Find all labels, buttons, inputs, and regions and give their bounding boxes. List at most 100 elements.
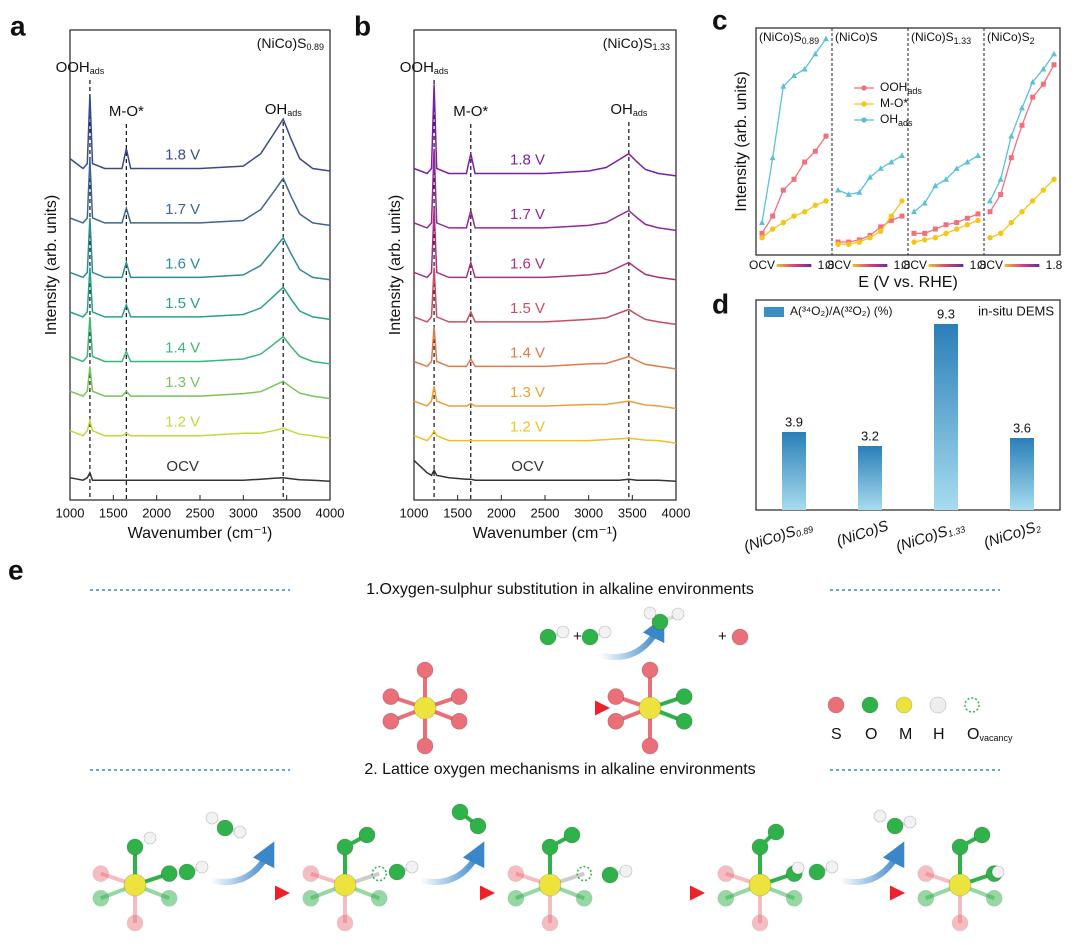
atom (641, 737, 659, 755)
x-tick-label: 2500 (186, 505, 215, 520)
atom (216, 819, 234, 837)
point (1008, 132, 1015, 139)
x-tick-label: OCV (825, 258, 851, 272)
legend-label-main: H (933, 726, 945, 743)
peak-label: OOHads (400, 59, 449, 76)
point (921, 199, 928, 206)
panel-letter: d (712, 288, 729, 319)
atom (951, 914, 969, 932)
point (911, 208, 917, 215)
panel-title-main: (NiCo)S (603, 35, 653, 51)
point (987, 235, 993, 241)
spectrum-line (413, 386, 677, 410)
atom (675, 688, 693, 705)
atom (619, 864, 633, 878)
peak-label-sub: ads (90, 66, 105, 76)
point (791, 176, 797, 182)
point (856, 189, 863, 195)
x-tick-label-main: (NiCo)S (742, 523, 798, 556)
atom (991, 865, 1005, 879)
point (899, 198, 905, 204)
atom (767, 823, 785, 841)
atom (160, 865, 178, 882)
value-label: 3.6 (1013, 420, 1031, 435)
point (1008, 219, 1015, 226)
x-tick-label: 1.8 (818, 258, 835, 272)
legend-label: M-O* (880, 96, 908, 110)
atom (539, 628, 557, 646)
atom (827, 696, 845, 714)
point (987, 209, 993, 215)
point (823, 35, 829, 42)
atom (903, 815, 917, 829)
atom (382, 712, 400, 730)
release-arrow (419, 841, 485, 885)
vacancy (371, 865, 387, 882)
point (1008, 155, 1014, 161)
panel-letter: e (8, 554, 24, 585)
atom (731, 628, 749, 646)
series-label: 1.6 V (165, 255, 200, 272)
spectrum-line (69, 267, 331, 321)
peak-label-main: OH (265, 101, 288, 118)
point (987, 197, 993, 204)
point (877, 228, 884, 234)
panel-title-sub: 0.89 (306, 42, 324, 52)
point (964, 158, 971, 165)
legend-label: M (899, 726, 912, 743)
atom (641, 661, 659, 679)
point (997, 230, 1004, 237)
step-title: 2. Lattice oxygen mechanisms in alkaline… (364, 761, 755, 778)
potential-bar (1004, 264, 1040, 267)
atom (336, 914, 354, 932)
atom (601, 866, 619, 884)
series-label: 1.2 V (165, 414, 200, 431)
point (780, 83, 787, 89)
atom (416, 737, 434, 755)
x-tick-label: 1000 (400, 505, 429, 520)
atom (126, 838, 144, 856)
point (888, 213, 895, 219)
point (943, 230, 949, 237)
atom (333, 873, 357, 897)
point (769, 154, 776, 161)
point (877, 165, 884, 171)
subplot-title: (NiCo)S1.33 (911, 30, 971, 46)
point (1051, 176, 1057, 183)
peak-label-sub: ads (434, 66, 449, 76)
peak-label: OHads (610, 101, 648, 118)
point (812, 202, 819, 208)
point (770, 213, 776, 219)
atom (416, 661, 434, 679)
panel-title: (NiCo)S1.33 (603, 35, 670, 53)
spectrum-line (413, 267, 677, 326)
series-label: 1.8 V (165, 146, 200, 163)
bar (1010, 438, 1034, 510)
atom (675, 712, 693, 730)
atom (886, 817, 904, 835)
series-label: 1.2 V (510, 419, 545, 436)
subplot-title-main: (NiCo)S (987, 30, 1030, 44)
atom (791, 861, 805, 875)
point (964, 222, 971, 228)
x-axis-label: Wavenumber (cm⁻¹) (128, 525, 273, 542)
x-tick-label: OCV (749, 258, 775, 272)
point (975, 217, 981, 224)
x-axis-label: E (V vs. RHE) (858, 274, 958, 291)
point (932, 226, 938, 232)
atom (160, 889, 178, 907)
x-tick-label: 1500 (99, 505, 128, 520)
atom (556, 625, 570, 639)
point (835, 241, 841, 247)
y-axis-label: Intensity (arb. units) (387, 195, 404, 336)
point (845, 191, 852, 197)
plot-frame (755, 299, 1061, 511)
annotation: in-situ DEMS (978, 303, 1054, 318)
point (1040, 65, 1047, 72)
series-label: 1.7 V (510, 206, 545, 223)
atom (643, 606, 657, 620)
x-tick-label: 3500 (618, 505, 647, 520)
bar (858, 446, 882, 510)
release-arrow (209, 841, 275, 885)
